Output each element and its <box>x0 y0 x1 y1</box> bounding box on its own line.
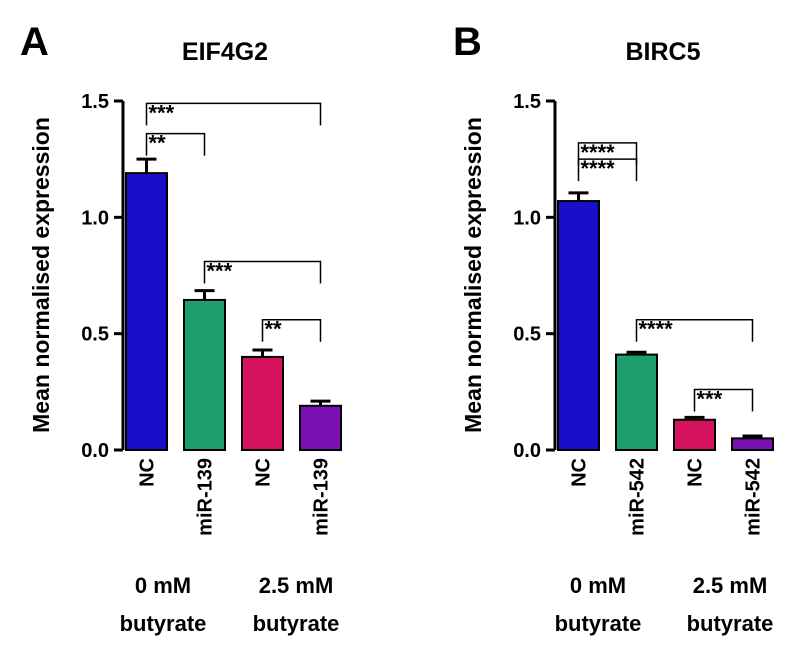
significance-label: **** <box>581 156 616 181</box>
y-axis-label: Mean normalised expression <box>460 117 486 433</box>
significance-label: ** <box>265 317 283 342</box>
significance-label: **** <box>581 140 616 165</box>
group-label: butyrate <box>253 611 340 636</box>
group-label: 0 mM <box>570 573 626 598</box>
y-tick-label: 0.0 <box>81 440 109 462</box>
category-label: miR-139 <box>311 458 333 536</box>
significance-bracket <box>635 318 754 342</box>
group-label: butyrate <box>120 611 207 636</box>
y-tick-label: 1.5 <box>513 91 541 113</box>
significance-label: ** <box>149 131 167 156</box>
panel-a: A EIF4G2 Mean normalised expression 0.0 0.5 1… <box>20 20 342 636</box>
category-label: NC <box>569 458 591 487</box>
bar <box>241 355 284 451</box>
significance-bracket <box>203 260 322 284</box>
group-label: butyrate <box>555 611 642 636</box>
significance-bracket <box>577 158 638 182</box>
chart-title: BIRC5 <box>625 38 700 66</box>
significance-bracket <box>261 318 322 342</box>
y-tick-label: 1.0 <box>81 207 109 229</box>
chart-title: EIF4G2 <box>182 38 268 66</box>
group-label: 2.5 mM <box>259 573 334 598</box>
significance-label: *** <box>207 259 233 284</box>
category-label: miR-542 <box>743 458 765 536</box>
y-tick-label: 0.0 <box>513 440 541 462</box>
group-label: butyrate <box>687 611 774 636</box>
significance-bracket <box>693 388 754 412</box>
category-label: NC <box>685 458 707 487</box>
y-tick-label: 0.5 <box>513 324 541 346</box>
bar <box>731 437 774 452</box>
category-label: miR-139 <box>195 458 217 536</box>
y-axis-label: Mean normalised expression <box>28 117 54 433</box>
group-label: 2.5 mM <box>693 573 768 598</box>
category-label: NC <box>253 458 275 487</box>
significance-bracket <box>577 142 638 165</box>
bar <box>557 200 600 451</box>
significance-bracket <box>145 102 322 126</box>
bar <box>615 353 658 451</box>
y-tick-label: 1.0 <box>513 207 541 229</box>
panel-letter: A <box>20 20 49 64</box>
significance-label: *** <box>697 387 723 412</box>
significance-label: **** <box>639 317 674 342</box>
bar <box>299 404 342 451</box>
y-tick-label: 0.5 <box>81 324 109 346</box>
category-label: NC <box>137 458 159 487</box>
significance-label: *** <box>149 100 175 125</box>
panel-letter: B <box>453 20 482 64</box>
bar <box>183 298 226 451</box>
panel-b: B BIRC5 Mean normalised expression 0.0 0.5 1.… <box>453 20 774 636</box>
bar <box>673 418 716 451</box>
y-tick-label: 1.5 <box>81 91 109 113</box>
category-label: miR-542 <box>627 458 649 536</box>
significance-bracket <box>145 132 206 156</box>
bar <box>125 172 168 451</box>
group-label: 0 mM <box>135 573 191 598</box>
